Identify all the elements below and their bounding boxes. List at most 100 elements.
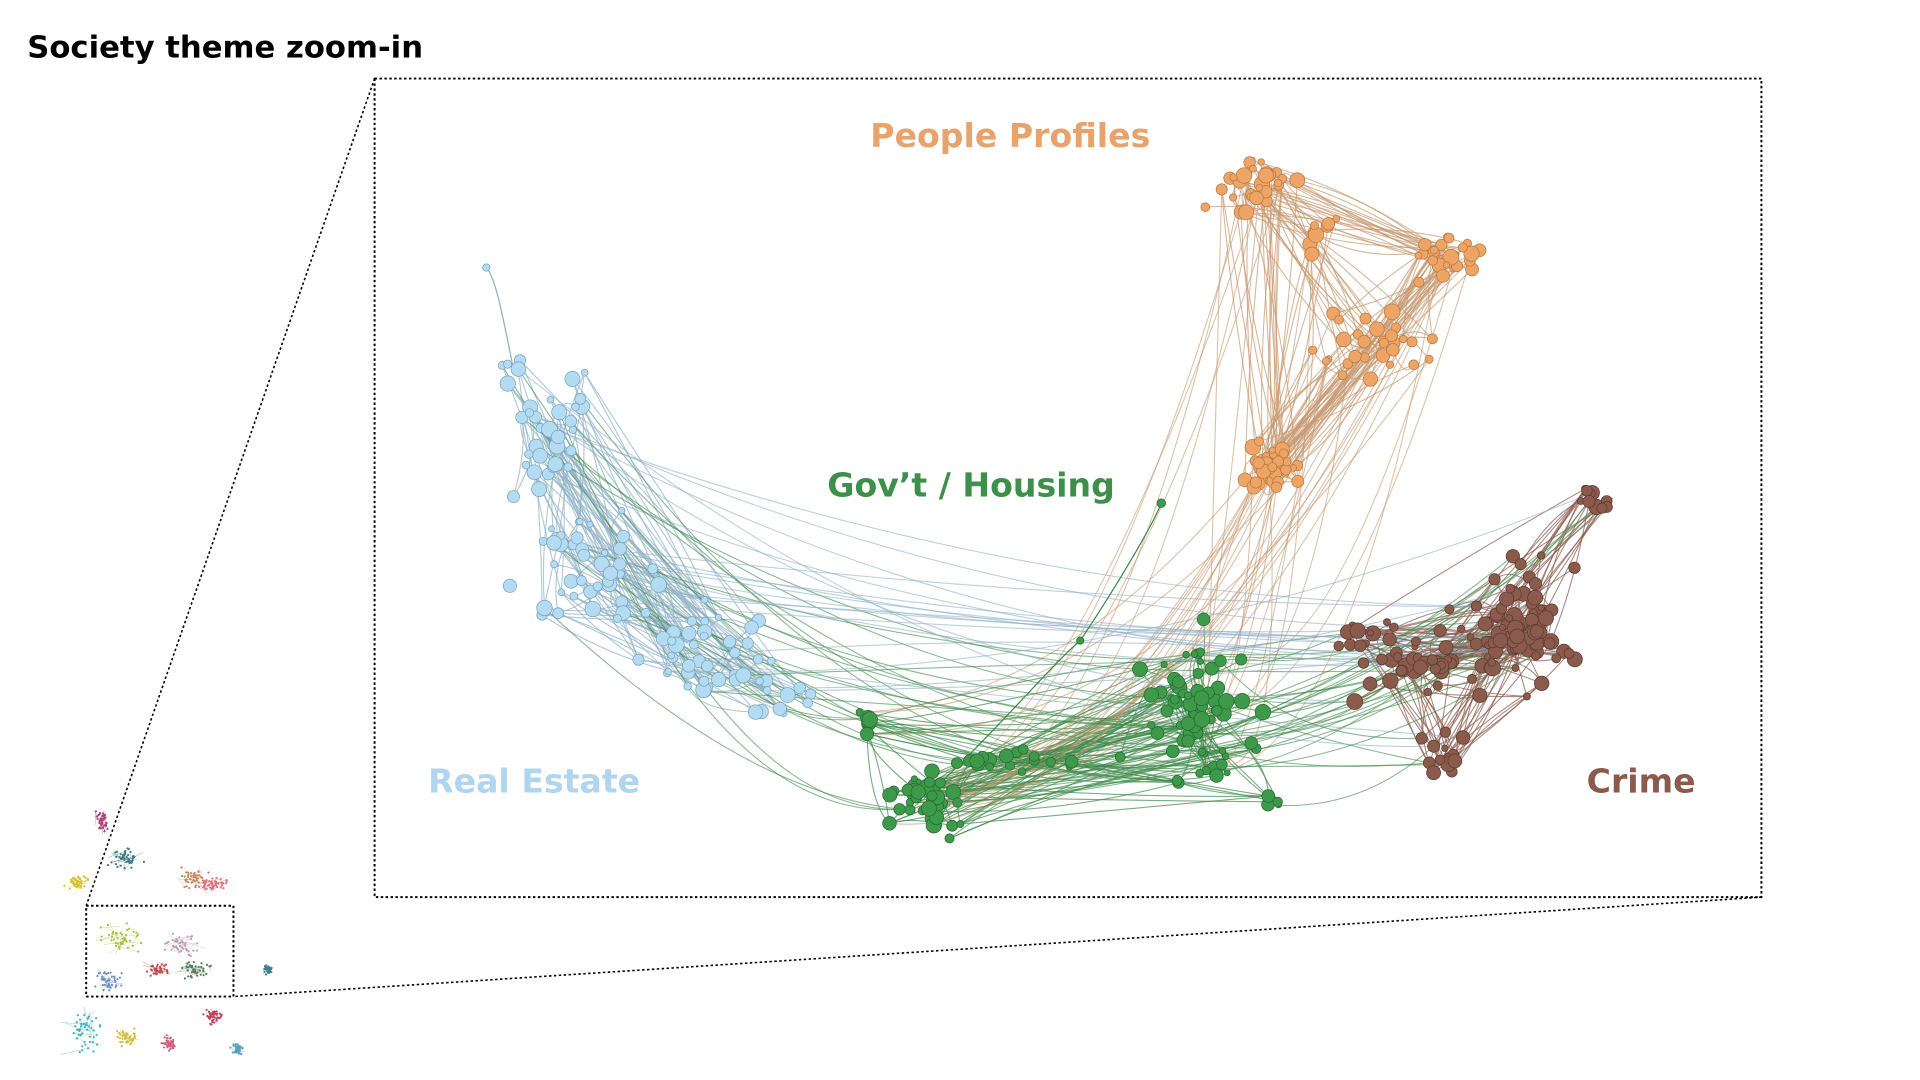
node — [593, 556, 610, 572]
overview-node — [188, 953, 191, 956]
overview-node — [126, 946, 130, 949]
overview-node — [170, 948, 173, 951]
overview-edge — [231, 1044, 237, 1052]
overview-edge — [70, 877, 79, 886]
overview-node — [232, 1044, 235, 1047]
node — [1399, 334, 1408, 344]
overview-node — [118, 1036, 121, 1039]
overview-node — [174, 945, 178, 948]
node — [1457, 242, 1468, 253]
edge — [687, 686, 756, 713]
overview-node — [263, 967, 266, 971]
overview-edge — [103, 822, 107, 834]
overview-node — [80, 1022, 83, 1026]
overview-edge — [115, 934, 123, 955]
overview-node — [137, 950, 140, 953]
overview-edge — [100, 930, 125, 941]
node — [882, 787, 898, 803]
node — [1200, 202, 1211, 212]
node — [564, 371, 581, 387]
node — [524, 408, 534, 418]
node — [1395, 664, 1408, 677]
overview-node — [106, 864, 110, 867]
node — [1514, 558, 1527, 571]
zoom-line — [85, 78, 376, 906]
edge — [1221, 189, 1267, 456]
edge — [1260, 182, 1279, 472]
node — [1463, 245, 1480, 262]
overview-node — [167, 1049, 171, 1052]
node — [1309, 221, 1319, 231]
node — [1273, 178, 1283, 188]
overview-node — [130, 861, 133, 864]
overview-node — [91, 1020, 94, 1023]
overview-node — [133, 1027, 136, 1030]
overview-node — [110, 975, 114, 978]
node — [1362, 676, 1378, 692]
overview-node — [98, 827, 101, 830]
node — [1335, 331, 1352, 348]
edge — [528, 412, 543, 616]
edge — [960, 795, 1269, 825]
edge — [543, 540, 1542, 609]
overview-node — [196, 974, 199, 977]
node — [664, 667, 673, 676]
overview-node — [105, 821, 108, 824]
node — [923, 776, 935, 788]
edge — [621, 601, 869, 719]
overview-node — [83, 1013, 86, 1017]
overview-node — [123, 852, 126, 855]
edge — [572, 406, 585, 545]
overview-node — [192, 874, 195, 877]
node — [592, 581, 603, 592]
node — [1492, 632, 1509, 649]
overview-edge — [102, 979, 117, 990]
edge — [1241, 506, 1608, 662]
node — [688, 639, 699, 650]
overview-node — [80, 882, 83, 885]
overview-node — [106, 827, 109, 831]
node — [1204, 661, 1219, 676]
overview-node — [202, 974, 205, 977]
node — [1132, 661, 1148, 678]
overview-node — [68, 887, 72, 890]
node — [1467, 673, 1478, 684]
overview-node — [188, 886, 191, 890]
overview-node — [119, 1033, 122, 1036]
edge — [1221, 189, 1264, 472]
overview-node — [188, 877, 192, 881]
overview-node — [162, 1042, 165, 1045]
overview-node — [173, 1045, 176, 1048]
overview-node — [63, 884, 66, 887]
node — [772, 701, 787, 716]
node — [1469, 637, 1483, 651]
overview-node — [97, 813, 100, 817]
overview-node — [125, 928, 129, 931]
overview-node — [115, 984, 118, 987]
overview-node — [202, 967, 205, 970]
overview-node — [205, 963, 209, 966]
overview-node — [190, 871, 193, 875]
node — [910, 784, 926, 800]
overview-node — [194, 965, 197, 968]
overview-node — [110, 935, 114, 938]
node — [1434, 754, 1446, 765]
overview-node — [187, 975, 190, 978]
overview-node — [76, 884, 79, 887]
overview-node — [123, 938, 126, 941]
node — [762, 686, 772, 695]
node — [714, 613, 723, 621]
node — [1268, 446, 1276, 454]
overview-edge — [124, 857, 138, 860]
overview-node — [119, 931, 122, 935]
overview-node — [166, 1046, 169, 1049]
node — [1505, 583, 1516, 594]
edge — [1550, 501, 1590, 642]
node — [1182, 650, 1190, 659]
overview-node — [191, 964, 194, 967]
node — [507, 490, 520, 504]
edge — [1432, 651, 1538, 748]
edge — [704, 599, 1534, 647]
edge — [621, 568, 1451, 666]
node — [1156, 498, 1166, 508]
